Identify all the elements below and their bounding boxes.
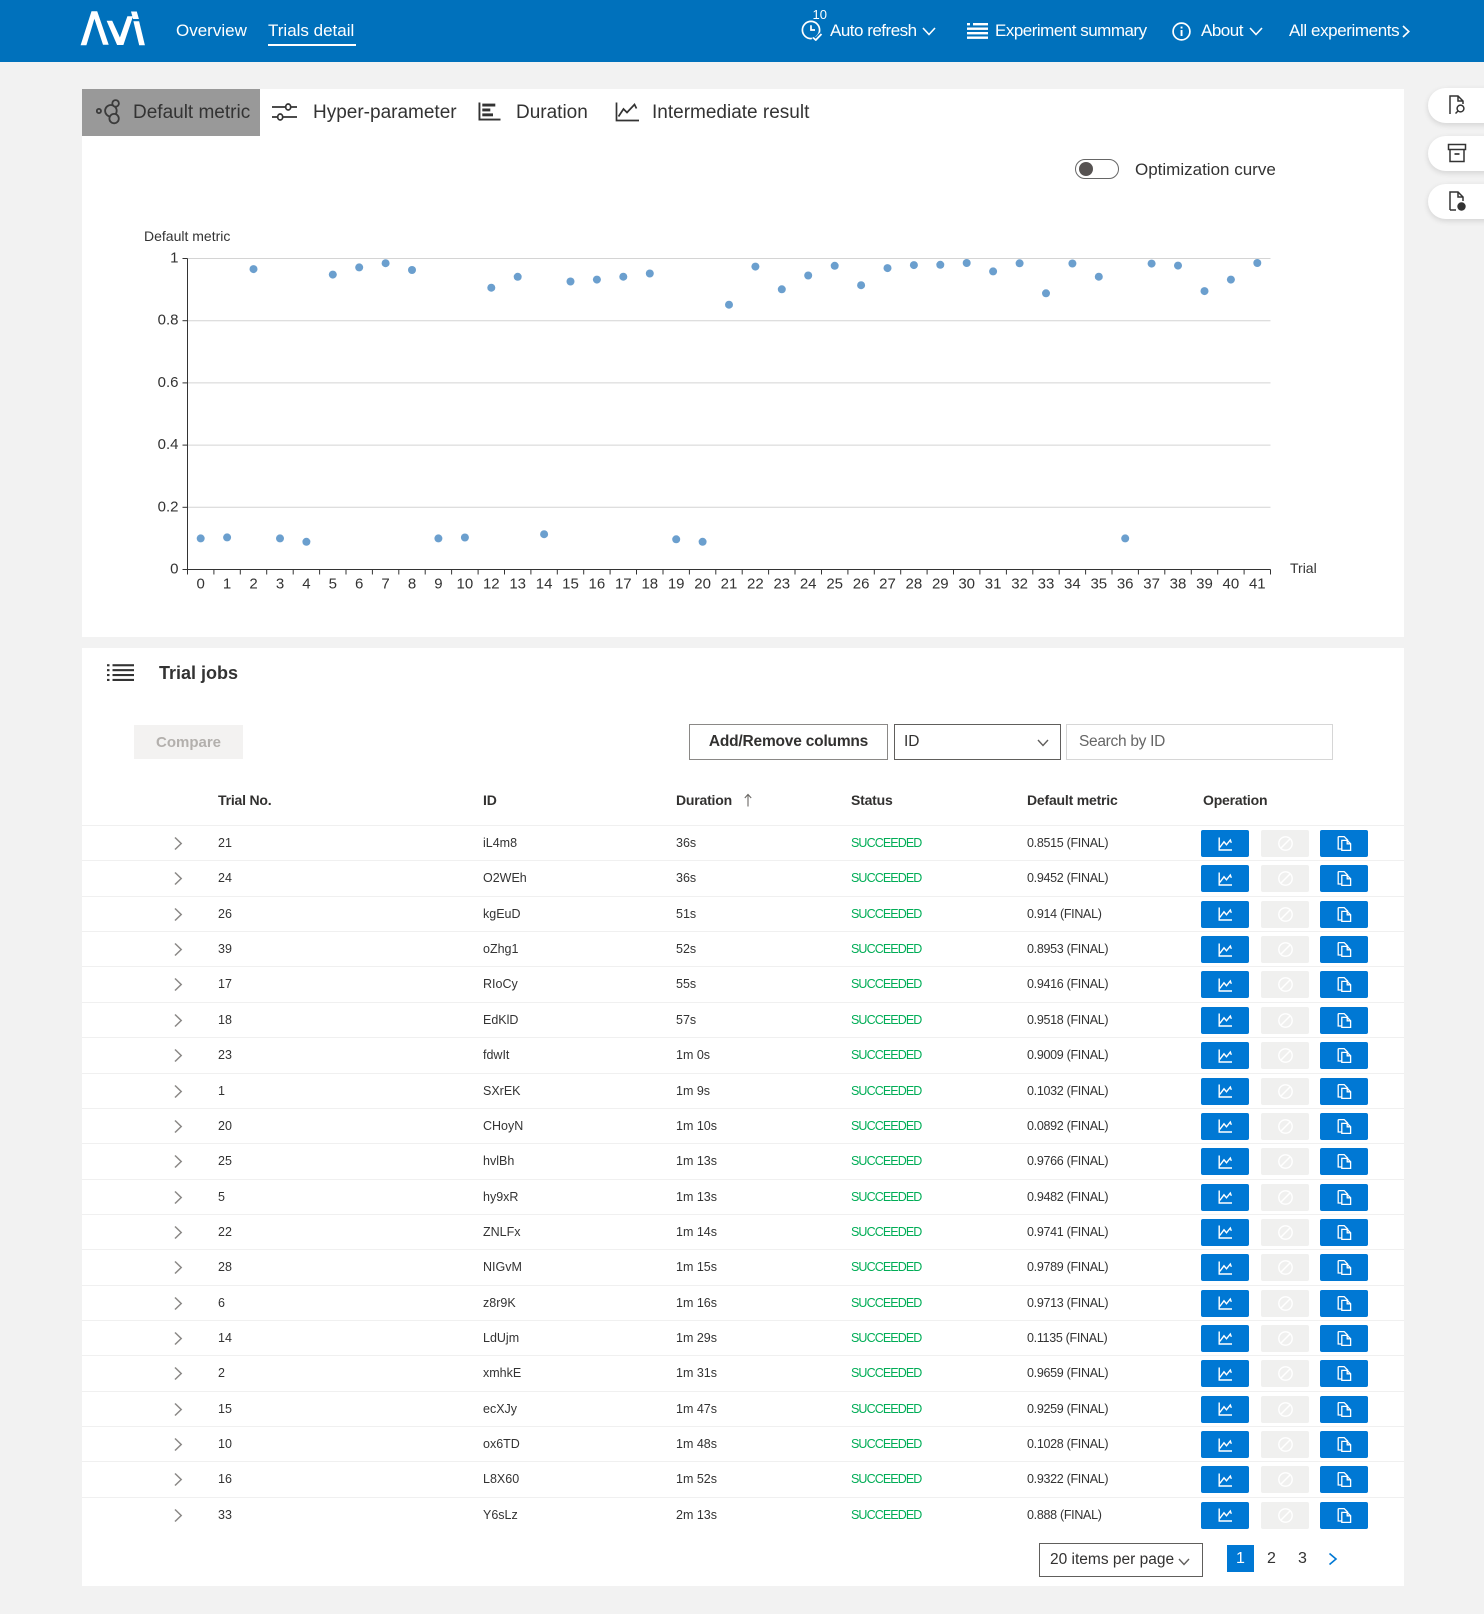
svg-text:13: 13 bbox=[509, 576, 526, 593]
svg-text:24: 24 bbox=[800, 576, 817, 593]
svg-text:0.4: 0.4 bbox=[158, 436, 179, 453]
svg-text:16: 16 bbox=[589, 576, 606, 593]
svg-text:5: 5 bbox=[329, 576, 337, 593]
svg-text:9: 9 bbox=[434, 576, 442, 593]
svg-text:23: 23 bbox=[773, 576, 790, 593]
svg-text:0: 0 bbox=[170, 561, 178, 578]
svg-text:14: 14 bbox=[536, 576, 553, 593]
svg-text:30: 30 bbox=[958, 576, 975, 593]
svg-text:32: 32 bbox=[1011, 576, 1028, 593]
svg-text:3: 3 bbox=[276, 576, 284, 593]
svg-text:37: 37 bbox=[1143, 576, 1160, 593]
svg-text:Trial: Trial bbox=[1290, 560, 1317, 576]
svg-text:40: 40 bbox=[1223, 576, 1240, 593]
svg-text:34: 34 bbox=[1064, 576, 1081, 593]
svg-text:25: 25 bbox=[826, 576, 843, 593]
svg-text:1: 1 bbox=[223, 576, 231, 593]
svg-text:41: 41 bbox=[1249, 576, 1266, 593]
svg-text:10: 10 bbox=[813, 7, 827, 22]
svg-text:2: 2 bbox=[249, 576, 257, 593]
svg-text:18: 18 bbox=[641, 576, 658, 593]
svg-text:10: 10 bbox=[457, 576, 474, 593]
svg-text:36: 36 bbox=[1117, 576, 1134, 593]
svg-text:38: 38 bbox=[1170, 576, 1187, 593]
svg-text:28: 28 bbox=[906, 576, 923, 593]
svg-text:26: 26 bbox=[853, 576, 870, 593]
svg-text:4: 4 bbox=[302, 576, 310, 593]
svg-text:7: 7 bbox=[381, 576, 389, 593]
svg-text:17: 17 bbox=[615, 576, 632, 593]
svg-text:Default metric: Default metric bbox=[144, 228, 230, 244]
svg-text:8: 8 bbox=[408, 576, 416, 593]
svg-text:29: 29 bbox=[932, 576, 949, 593]
svg-text:31: 31 bbox=[985, 576, 1002, 593]
svg-text:22: 22 bbox=[747, 576, 764, 593]
svg-text:0.2: 0.2 bbox=[158, 498, 179, 515]
svg-text:1: 1 bbox=[170, 250, 178, 267]
svg-text:33: 33 bbox=[1038, 576, 1055, 593]
svg-text:20: 20 bbox=[694, 576, 711, 593]
svg-text:35: 35 bbox=[1090, 576, 1107, 593]
svg-text:0: 0 bbox=[197, 576, 205, 593]
svg-text:12: 12 bbox=[483, 576, 500, 593]
svg-text:39: 39 bbox=[1196, 576, 1213, 593]
svg-text:21: 21 bbox=[721, 576, 738, 593]
svg-text:6: 6 bbox=[355, 576, 363, 593]
svg-text:19: 19 bbox=[668, 576, 685, 593]
svg-text:0.6: 0.6 bbox=[158, 374, 179, 391]
svg-text:27: 27 bbox=[879, 576, 896, 593]
svg-text:0.8: 0.8 bbox=[158, 312, 179, 329]
svg-text:15: 15 bbox=[562, 576, 579, 593]
